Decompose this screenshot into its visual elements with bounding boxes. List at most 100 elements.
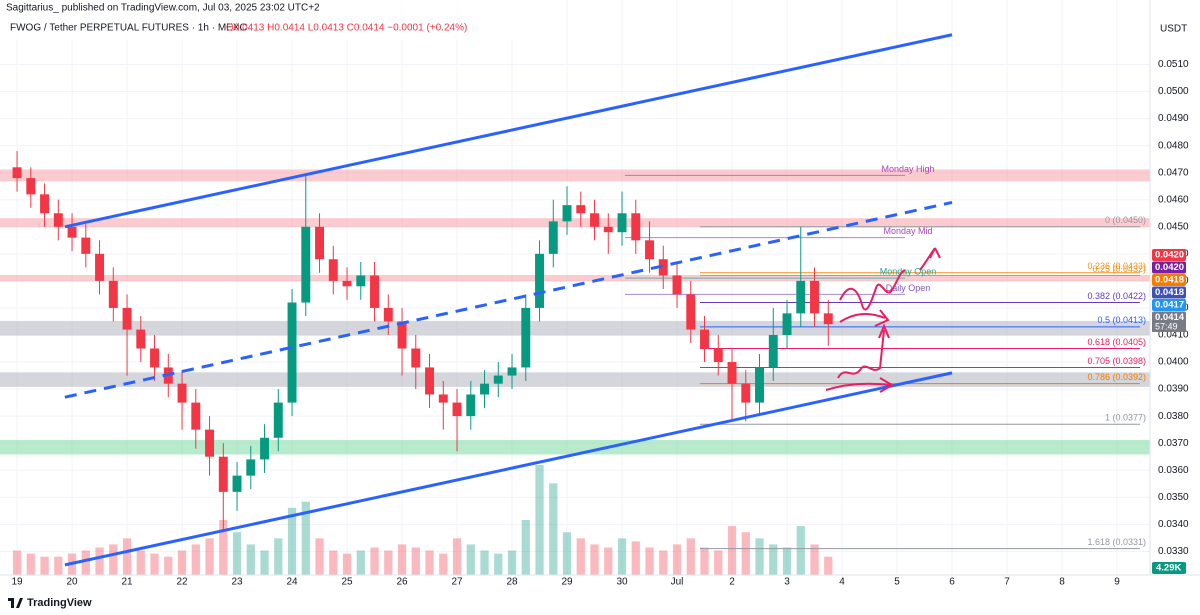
candle-body	[796, 280, 806, 314]
volume-bar	[274, 538, 283, 575]
y-tick-label: 0.0480	[1158, 140, 1189, 151]
candle-body	[590, 213, 599, 227]
publisher: Sagittarius_ published on TradingView.co…	[6, 3, 320, 14]
volume-bar	[576, 538, 585, 575]
candle-body	[191, 402, 201, 430]
x-tick-label: 4	[839, 577, 845, 588]
fib-label: 0.25 (0.0432)	[1092, 264, 1146, 274]
volume-bar	[191, 544, 200, 575]
x-tick-label: 25	[341, 577, 353, 588]
volume-bar	[810, 544, 819, 575]
x-tick-label: 9	[1114, 577, 1120, 588]
candle-body	[810, 280, 819, 314]
volume-bar	[411, 547, 420, 575]
volume-bar	[315, 538, 324, 575]
zone	[0, 169, 1151, 182]
price-badge-label: 0.0420	[1155, 250, 1184, 261]
trendline	[64, 200, 953, 399]
zone	[0, 320, 1151, 336]
volume-bar	[700, 547, 709, 575]
candle-body	[727, 362, 737, 384]
volume-bar	[590, 544, 599, 575]
y-tick-label: 0.0490	[1158, 113, 1189, 124]
y-tick-label: 0.0500	[1158, 86, 1189, 97]
candle-body	[95, 253, 105, 281]
y-tick-label: 0.0390	[1158, 384, 1189, 395]
x-tick-label: 24	[286, 577, 298, 588]
fib-label: 0.382 (0.0422)	[1087, 291, 1146, 301]
y-tick-label: 0.0350	[1158, 492, 1189, 503]
candle-body	[136, 329, 146, 349]
volume-bar	[782, 547, 792, 575]
volume-bar	[631, 541, 640, 575]
x-tick-label: 7	[1004, 577, 1010, 588]
volume-bar	[356, 550, 365, 575]
volume-bar	[287, 507, 297, 575]
volume-bar	[741, 532, 750, 575]
x-tick-label: 29	[561, 577, 573, 588]
drawing-arrow	[839, 309, 890, 327]
y-tick-label: 0.0330	[1158, 546, 1189, 557]
candle-body	[232, 475, 242, 492]
price-badge	[1152, 249, 1186, 261]
session-label: Monday Mid	[883, 226, 932, 236]
candle-body	[686, 294, 696, 330]
fib-label: 0.5 (0.0413)	[1097, 315, 1146, 325]
y-tick-label: 0.0470	[1158, 167, 1189, 178]
fib-label: 1.618 (0.0331)	[1087, 537, 1146, 547]
volume-bar	[26, 553, 35, 575]
candle-body	[177, 383, 187, 403]
price-badge	[1152, 261, 1186, 274]
candle-body	[397, 321, 407, 349]
volume-bar	[95, 547, 104, 575]
volume-bar	[480, 550, 489, 575]
fib-label: 0.705 (0.0398)	[1087, 356, 1146, 366]
candle-body	[562, 205, 572, 222]
volume-bar	[521, 520, 530, 575]
fib-label: 0.786 (0.0392)	[1087, 372, 1146, 382]
volume-bar	[507, 550, 517, 575]
candle-body	[40, 194, 50, 214]
drawing-arrow	[919, 247, 941, 271]
x-tick-label: 30	[616, 577, 628, 588]
volume-bar	[769, 544, 778, 575]
x-tick-label: 8	[1059, 577, 1065, 588]
candle-body	[452, 402, 462, 417]
volume-bar	[164, 556, 173, 575]
y-tick-label: 0.0340	[1158, 519, 1189, 530]
volume-bar	[136, 550, 145, 575]
x-tick-label: Jul	[671, 577, 684, 588]
trendline	[64, 33, 953, 229]
candle-body	[356, 275, 366, 287]
volume-bar	[727, 526, 737, 575]
candle-body	[425, 367, 434, 395]
candle-body	[768, 334, 778, 368]
candle-body	[53, 213, 63, 227]
price-badge	[1152, 311, 1186, 324]
footer-brand: TradingView	[27, 597, 92, 609]
volume-bar	[219, 520, 228, 575]
candle-body	[150, 348, 160, 368]
x-tick-label: 21	[121, 577, 133, 588]
volume-bar	[109, 544, 118, 575]
volume-bar	[397, 544, 407, 575]
candle-body	[741, 383, 751, 403]
volume-bar	[12, 550, 22, 575]
y-tick-label: 0.0360	[1158, 465, 1189, 476]
y-tick-label: 0.0380	[1158, 411, 1189, 422]
x-tick-label: 26	[396, 577, 408, 588]
volume-bar	[260, 550, 269, 575]
volume-bar	[562, 532, 572, 575]
fib-label: 0.618 (0.0405)	[1087, 337, 1146, 347]
volume-bar	[81, 550, 90, 575]
volume-bar	[177, 550, 187, 575]
volume-bar	[755, 538, 764, 575]
volume-bar	[452, 538, 462, 575]
volume-bar	[246, 544, 255, 575]
x-tick-label: 20	[66, 577, 78, 588]
candle-body	[218, 456, 228, 492]
zone	[0, 439, 1151, 455]
volume-bar	[122, 538, 132, 575]
price-badge-label: 0.0414	[1155, 312, 1185, 323]
